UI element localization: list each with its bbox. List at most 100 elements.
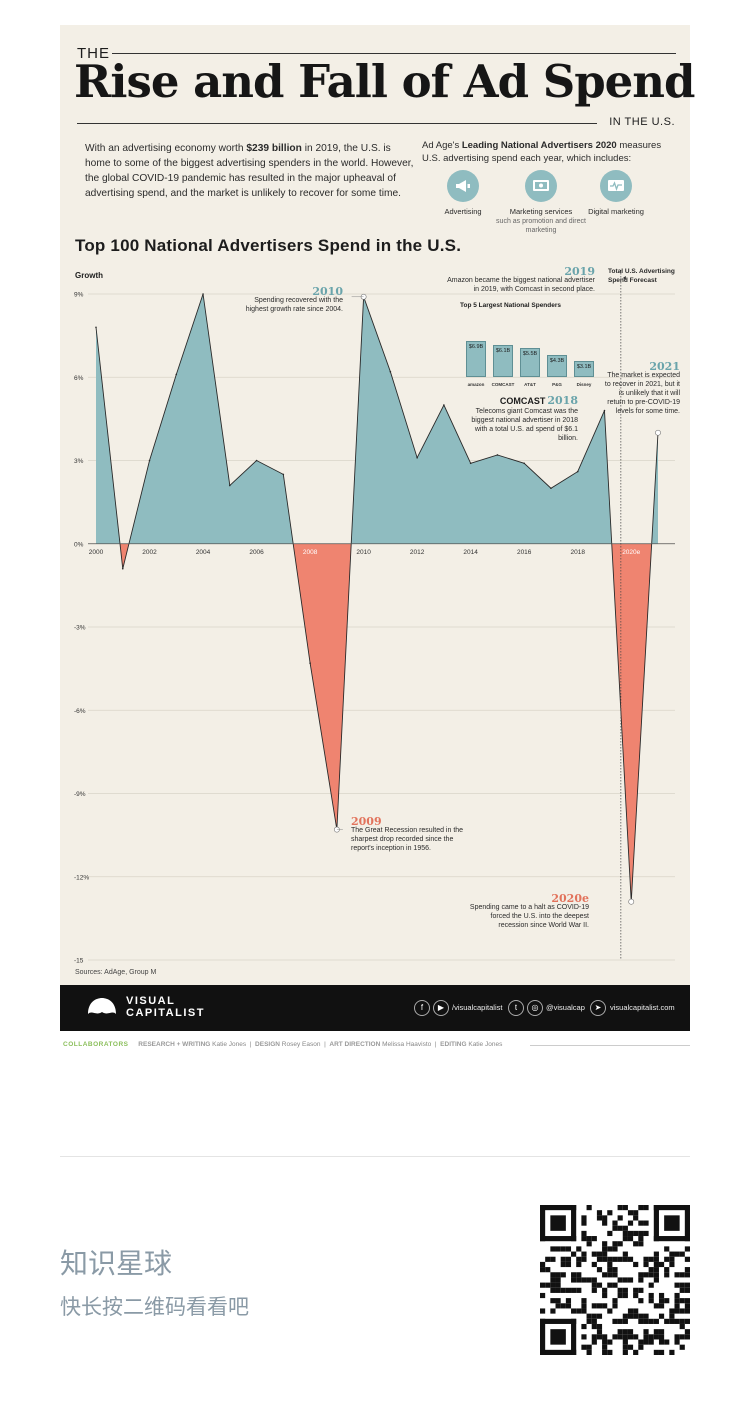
- x-tick-label: 2014: [463, 549, 478, 556]
- annotation-2010: 2010 Spending recovered with the highest…: [245, 285, 343, 313]
- sources: Sources: AdAge, Group M: [75, 969, 157, 976]
- social-handle-visualcap[interactable]: @visualcap: [546, 1003, 585, 1012]
- data-point: [202, 293, 204, 295]
- data-point: [496, 454, 499, 456]
- credits-rule: [530, 1045, 690, 1046]
- data-point: [576, 470, 579, 473]
- y-tick-label: -6%: [74, 708, 86, 715]
- y-tick-label: 9%: [74, 292, 84, 299]
- data-point: [655, 429, 661, 436]
- twitter-icon[interactable]: t: [508, 1000, 524, 1016]
- qr-code-icon[interactable]: [540, 1205, 690, 1355]
- category-advertising: Advertising: [418, 170, 508, 217]
- top5-title: Top 5 Largest National Spenders: [460, 302, 562, 309]
- y-tick-label: 3%: [74, 458, 84, 465]
- top5-brand-label: P&G: [552, 382, 562, 387]
- main-title: Rise and Fall of Ad Spend: [74, 55, 695, 108]
- data-point: [229, 484, 231, 487]
- data-point: [416, 456, 418, 459]
- top5-value-label: $5.5B: [522, 351, 538, 358]
- x-tick-label: 2004: [196, 549, 211, 556]
- growth-area-chart: Growth 9% 6% 3% 0% -3% -6% -9% -12% -15 2000 2002 20…: [74, 270, 675, 965]
- data-point: [148, 459, 151, 462]
- data-point: [175, 373, 178, 376]
- x-tick-label: 2010: [356, 549, 371, 556]
- measures-text: Ad Age's Leading National Advertisers 20…: [422, 140, 662, 164]
- category-digital-marketing: Digital marketing: [571, 170, 661, 217]
- annotation-2021: 2021 The market is expected to recover i…: [604, 360, 680, 415]
- subtitle-rule: [77, 123, 597, 124]
- annotation-2019: 2019 Amazon became the biggest national …: [447, 265, 595, 293]
- visual-capitalist-wordmark: VISUAL CAPITALIST: [126, 995, 205, 1019]
- data-point: [550, 487, 552, 490]
- y-tick-label: -3%: [74, 625, 86, 632]
- top5-bar: [520, 348, 540, 377]
- data-point: [255, 459, 258, 462]
- promo-subtitle[interactable]: 快长按二维码看看吧: [60, 1295, 249, 1319]
- x-tick-label: 2006: [249, 549, 264, 556]
- data-point: [309, 662, 311, 664]
- section-divider: [60, 1156, 690, 1157]
- negative-area-segment: [611, 543, 652, 902]
- x-tick-label: 2000: [89, 549, 104, 556]
- positive-area-segment: [128, 294, 294, 544]
- x-tick-label: 2008: [303, 549, 318, 556]
- y-tick-label: -9%: [74, 791, 86, 798]
- instagram-icon[interactable]: ◎: [527, 1000, 543, 1016]
- intro-text: With an advertising economy worth $239 b…: [85, 143, 414, 199]
- title-region: IN THE U.S.: [609, 116, 675, 128]
- collaborators-credits: COLLABORATORS RESEARCH + WRITING Katie J…: [63, 1041, 503, 1048]
- top5-brand-label: Disney: [576, 382, 592, 387]
- infographic: THE Rise and Fall of Ad Spend IN THE U.S…: [60, 25, 695, 985]
- data-point: [282, 473, 285, 476]
- chart-title: Top 100 National Advertisers Spend in th…: [75, 236, 462, 255]
- promo-title: 知识星球: [60, 1247, 173, 1280]
- forecast-arrow-icon: [622, 276, 626, 280]
- y-tick-label: -12%: [74, 874, 89, 881]
- positive-area-segment: [351, 296, 612, 544]
- forecast-label: Total U.S. Advertising Spend Forecast: [608, 268, 675, 284]
- x-tick-label: 2016: [517, 549, 532, 556]
- annotation-2018: COMCAST 2018 Telecoms giant Comcast was …: [471, 394, 578, 442]
- y-tick-label: 0%: [74, 541, 84, 548]
- x-tick-label: 2002: [142, 549, 157, 556]
- top5-value-label: $4.3B: [549, 357, 565, 364]
- data-point: [628, 898, 635, 905]
- top5-bar: [547, 354, 567, 377]
- megaphone-icon: [456, 180, 470, 192]
- top5-bar: [574, 360, 594, 377]
- negative-area-segment: [293, 543, 352, 830]
- top5-brand-label: COMCAST: [491, 382, 515, 387]
- visual-capitalist-logo-icon: [88, 998, 116, 1014]
- top5-bar: [493, 345, 513, 377]
- y-axis-label: Growth: [75, 271, 103, 280]
- x-tick-label: 2012: [410, 549, 425, 556]
- title-prefix: THE: [77, 45, 110, 62]
- data-point: [603, 409, 606, 412]
- monitor-icon: [533, 180, 549, 191]
- cursor-icon[interactable]: ➤: [590, 1000, 606, 1016]
- website-link[interactable]: visualcapitalist.com: [610, 1003, 675, 1012]
- data-point: [121, 567, 124, 570]
- title-rule: [112, 53, 676, 54]
- annotation-2020e: 2020e Spending came to a halt as COVID-1…: [469, 892, 589, 929]
- pulse-screen-icon: [608, 180, 624, 191]
- top5-value-label: $6.1B: [495, 348, 511, 355]
- social-handle-visualcapitalist[interactable]: /visualcapitalist: [452, 1003, 503, 1012]
- y-tick-label: 6%: [74, 375, 84, 382]
- footer-bar: VISUAL CAPITALIST f ▶ /visualcapitalist …: [60, 985, 690, 1031]
- annotation-2009: 2009 The Great Recession resulted in the…: [351, 815, 464, 852]
- y-tick-label: -15: [74, 958, 84, 965]
- top5-bar: [466, 341, 486, 377]
- top5-spenders: Top 5 Largest National Spenders $6.9B ama…: [460, 302, 610, 387]
- data-point: [95, 326, 97, 329]
- data-point: [523, 462, 525, 465]
- data-point: [443, 404, 445, 406]
- comcast-logo: COMCAST: [499, 396, 546, 406]
- data-point: [469, 462, 472, 465]
- facebook-icon[interactable]: f: [414, 1000, 430, 1016]
- growth-series-line: [95, 293, 659, 902]
- top5-value-label: $6.9B: [468, 344, 484, 350]
- top5-value-label: $3.1B: [576, 363, 592, 370]
- youtube-icon[interactable]: ▶: [433, 1000, 449, 1016]
